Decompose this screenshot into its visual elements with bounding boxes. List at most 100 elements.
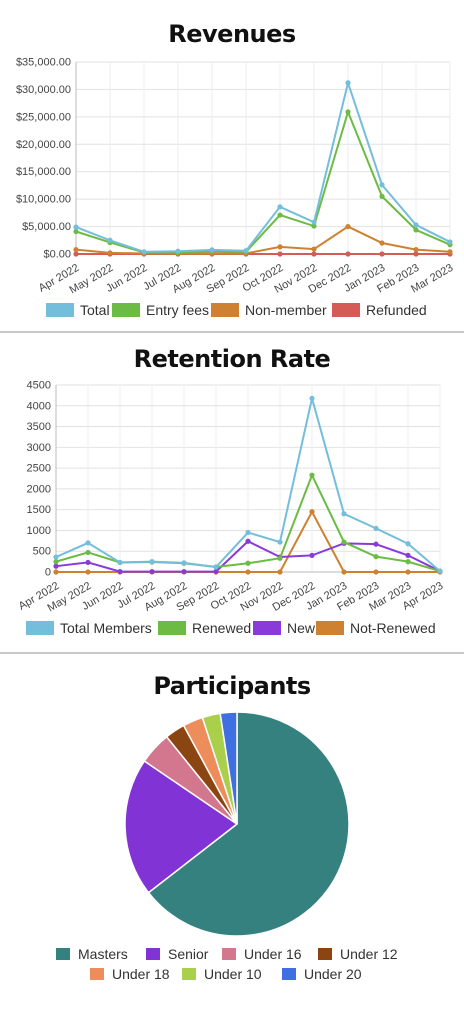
data-point bbox=[405, 569, 411, 575]
legend-label: Under 16 bbox=[244, 946, 302, 962]
legend-item[interactable]: Under 10 bbox=[182, 966, 262, 982]
legend-swatch bbox=[112, 303, 140, 317]
legend-label: Under 18 bbox=[112, 966, 170, 982]
data-point bbox=[373, 541, 379, 547]
retention-title: Retention Rate bbox=[133, 345, 331, 373]
legend-item[interactable]: Not-Renewed bbox=[316, 620, 436, 636]
legend-item[interactable]: Under 18 bbox=[90, 966, 170, 982]
legend-item[interactable]: Renewed bbox=[158, 620, 251, 636]
data-point bbox=[405, 552, 411, 558]
data-point bbox=[309, 472, 315, 478]
legend-item[interactable]: Non-member bbox=[211, 302, 327, 318]
data-point bbox=[309, 552, 315, 558]
data-point bbox=[379, 182, 385, 188]
data-point bbox=[175, 248, 181, 254]
revenues-legend: Total Entry fees Non-member Refunded bbox=[0, 302, 464, 324]
y-tick-label: 2000 bbox=[27, 483, 51, 495]
data-point bbox=[373, 554, 379, 560]
data-point bbox=[85, 549, 91, 556]
legend-swatch bbox=[26, 621, 54, 635]
data-point bbox=[277, 244, 283, 250]
legend-item[interactable]: New bbox=[253, 620, 315, 636]
y-tick-label: 3500 bbox=[27, 421, 51, 433]
pie-slice bbox=[147, 711, 350, 937]
y-tick-label: $25,000.00 bbox=[16, 111, 71, 123]
legend-label: Masters bbox=[78, 946, 128, 962]
pie-slice bbox=[124, 760, 239, 894]
data-point bbox=[181, 568, 187, 575]
legend-label: Renewed bbox=[192, 620, 252, 636]
data-point bbox=[117, 559, 123, 566]
y-tick-label: $30,000.00 bbox=[16, 84, 71, 96]
data-point bbox=[345, 80, 351, 86]
legend-item[interactable]: Masters bbox=[56, 946, 128, 962]
legend-swatch bbox=[158, 621, 186, 635]
legend-label: Non-member bbox=[245, 302, 327, 318]
data-point bbox=[413, 227, 419, 233]
divider bbox=[0, 652, 464, 654]
series-line bbox=[75, 225, 451, 255]
data-point bbox=[181, 560, 187, 566]
data-point bbox=[149, 568, 155, 575]
y-tick-label: $10,000.00 bbox=[16, 194, 71, 206]
legend-label: Refunded bbox=[366, 302, 427, 318]
data-point bbox=[53, 554, 59, 560]
data-point bbox=[53, 559, 59, 565]
data-point bbox=[311, 251, 317, 257]
legend-item[interactable]: Refunded bbox=[332, 302, 427, 318]
data-point bbox=[53, 563, 59, 569]
legend-label: Under 20 bbox=[304, 966, 362, 982]
data-point bbox=[53, 569, 59, 575]
data-point bbox=[85, 540, 91, 546]
participants-pie bbox=[124, 711, 350, 937]
y-tick-label: 4500 bbox=[27, 380, 51, 392]
divider bbox=[0, 331, 464, 333]
data-point bbox=[405, 541, 411, 547]
data-point bbox=[405, 559, 411, 565]
data-point bbox=[345, 223, 351, 230]
data-point bbox=[141, 249, 147, 255]
legend-item[interactable]: Under 16 bbox=[222, 946, 302, 962]
data-point bbox=[73, 251, 79, 257]
data-point bbox=[277, 204, 283, 210]
legend-item[interactable]: Total bbox=[46, 302, 110, 318]
revenues-chart: $0.00 $5,000.00 $10,000.00 $15,000.00 $20,00… bbox=[16, 57, 455, 297]
legend-label: Not-Renewed bbox=[350, 620, 436, 636]
data-point bbox=[245, 569, 251, 575]
legend-item[interactable]: Senior bbox=[146, 946, 208, 962]
y-tick-label: 3000 bbox=[27, 442, 51, 454]
legend-swatch bbox=[46, 303, 74, 317]
retention-chart: 050010001500200025003000350040004500Apr … bbox=[17, 380, 446, 615]
legend-swatch bbox=[316, 621, 344, 635]
legend-label: New bbox=[287, 620, 316, 636]
y-tick-label: $15,000.00 bbox=[16, 166, 71, 178]
retention-legend: Total Members Renewed New Not-Renewed bbox=[0, 620, 464, 642]
legend-item[interactable]: Total Members bbox=[26, 620, 152, 636]
legend-label: Under 10 bbox=[204, 966, 262, 982]
data-point bbox=[309, 509, 315, 515]
data-point bbox=[277, 212, 283, 218]
data-point bbox=[117, 568, 123, 575]
data-point bbox=[277, 555, 283, 561]
legend-swatch bbox=[182, 968, 196, 980]
pie-slice bbox=[219, 711, 238, 825]
y-tick-label: $20,000.00 bbox=[16, 139, 71, 151]
legend-label: Senior bbox=[168, 946, 209, 962]
legend-item[interactable]: Under 12 bbox=[318, 946, 398, 962]
data-point bbox=[85, 569, 91, 575]
legend-item[interactable]: Under 20 bbox=[282, 966, 362, 982]
data-point bbox=[209, 247, 215, 253]
data-point bbox=[447, 239, 453, 245]
data-point bbox=[149, 559, 155, 565]
data-point bbox=[245, 538, 251, 544]
data-point bbox=[447, 249, 453, 255]
y-tick-label: 1500 bbox=[27, 504, 51, 516]
legend-swatch bbox=[253, 621, 281, 635]
y-tick-label: $35,000.00 bbox=[16, 57, 71, 69]
participants-legend: Masters Senior Under 16 Under 12 Under 18 Und… bbox=[0, 946, 464, 986]
data-point bbox=[341, 539, 347, 545]
y-tick-label: 0 bbox=[45, 567, 51, 579]
data-point bbox=[309, 395, 315, 401]
legend-swatch bbox=[222, 948, 236, 960]
legend-item[interactable]: Entry fees bbox=[112, 302, 209, 318]
